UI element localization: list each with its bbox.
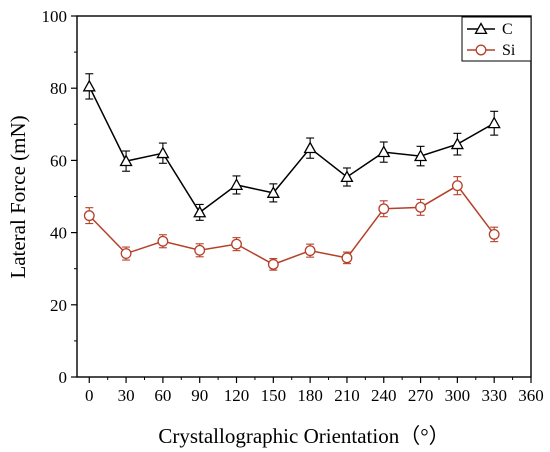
series-c (82, 73, 501, 221)
data-point-si (267, 258, 279, 270)
plot-frame (76, 15, 532, 378)
data-point-c (413, 149, 428, 162)
data-point-c (82, 79, 96, 92)
plot-area (76, 15, 532, 378)
y-axis-ticks: 0 20 40 60 80 100 (42, 7, 77, 387)
data-point-c (303, 141, 317, 154)
data-point-c (340, 170, 354, 183)
data-point-c (156, 146, 170, 159)
x-tick-label: 180 (297, 386, 323, 405)
data-point-c (193, 205, 207, 218)
data-point-si (304, 245, 316, 257)
x-tick-label: 0 (85, 386, 94, 405)
series-si (83, 176, 500, 271)
data-point-si (231, 238, 242, 250)
data-point-si (415, 201, 427, 213)
y-tick-label: 60 (50, 151, 67, 170)
data-point-si (451, 180, 463, 192)
x-tick-label: 60 (154, 386, 171, 405)
y-tick-label: 40 (50, 224, 67, 243)
x-tick-label: 210 (334, 386, 360, 405)
data-point-c (119, 154, 133, 167)
series-line-c (88, 86, 495, 214)
data-point-si (378, 203, 390, 215)
x-tick-label: 240 (371, 386, 397, 405)
legend-label-si: Si (502, 42, 516, 59)
legend-marker-si (475, 44, 487, 56)
data-point-si (194, 244, 206, 256)
x-tick-label: 30 (118, 386, 135, 405)
data-point-c (487, 116, 501, 129)
x-tick-label: 150 (261, 386, 287, 405)
y-tick-label: 20 (50, 296, 67, 315)
x-tick-label: 300 (445, 386, 471, 405)
data-point-si (83, 210, 95, 222)
x-tick-label: 120 (224, 386, 250, 405)
y-tick-label: 80 (50, 79, 67, 98)
data-point-c (266, 186, 280, 198)
data-point-c (377, 145, 391, 158)
data-point-si (488, 228, 500, 240)
data-point-si (157, 235, 169, 247)
legend-box (461, 16, 532, 62)
series-layer (82, 73, 501, 271)
series-line-si (88, 184, 495, 266)
x-axis-title: Crystallographic Orientation（°） (158, 424, 449, 448)
y-tick-label: 0 (59, 368, 68, 387)
legend: C Si (461, 16, 532, 62)
x-tick-label: 330 (481, 386, 507, 405)
legend-marker-c (474, 22, 488, 35)
y-axis-title: Lateral Force (mN) (6, 115, 30, 278)
x-tick-label: 360 (518, 386, 544, 405)
x-axis-ticks: 0 30 60 90 120 150 180 210 240 270 300 330 360 (85, 377, 544, 405)
data-point-si (120, 248, 132, 259)
x-tick-label: 270 (408, 386, 434, 405)
data-point-si (341, 252, 353, 264)
y-tick-label: 100 (42, 7, 68, 26)
x-tick-label: 90 (191, 386, 208, 405)
data-point-c (229, 178, 244, 190)
legend-label-c: C (502, 21, 513, 38)
data-point-c (450, 137, 464, 150)
